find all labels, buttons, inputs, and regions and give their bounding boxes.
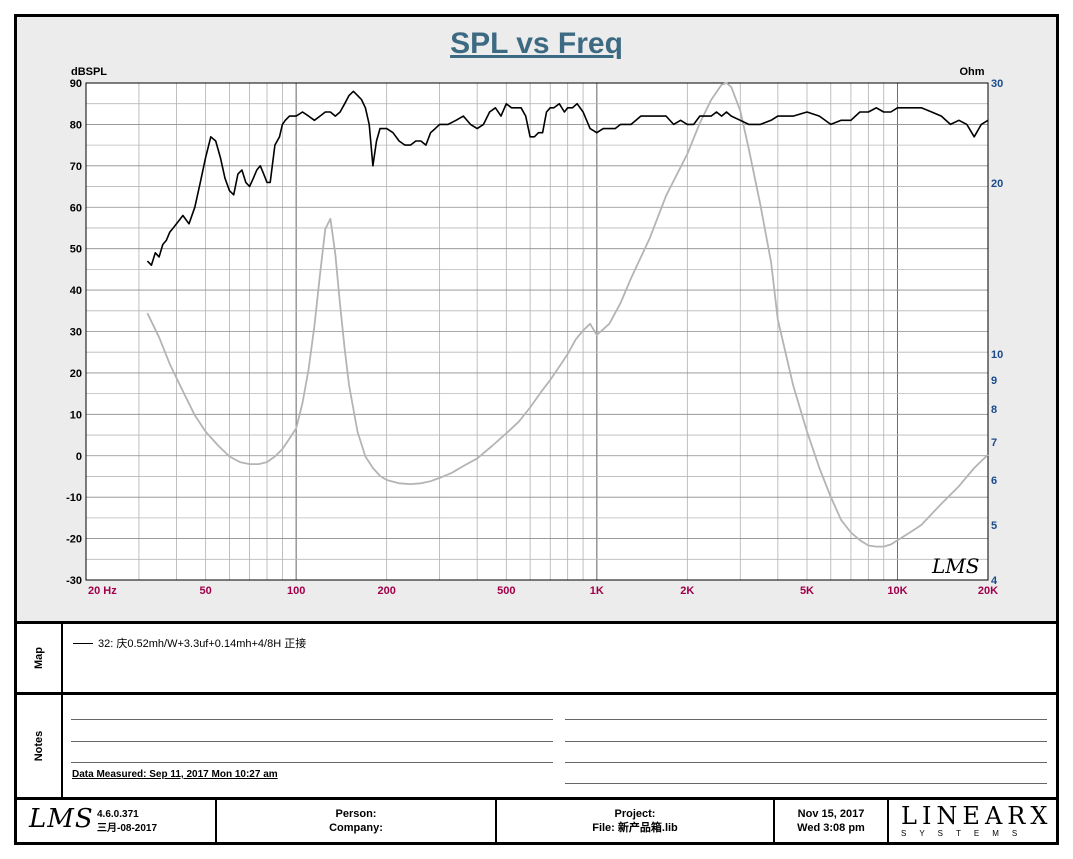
y-tick-label-right: 4 (991, 575, 998, 587)
spl-chart: 20 Hz 50 100 200 500 1K 2K 5K 10K 20K908070605040… (66, 66, 1003, 597)
spl-series-line (146, 90, 989, 266)
footer-project-cell: Project: File: 新产品箱.lib (497, 800, 775, 842)
x-tick-label: 20K (978, 585, 998, 597)
chart-title: SPL vs Freq (450, 27, 623, 60)
y-tick-label-left: 50 (70, 244, 82, 256)
chart-panel: SPL vs Freq 20 Hz 50 100 200 500 1K 2K 5K 10K 20K… (17, 17, 1056, 624)
map-label: Map (33, 647, 45, 669)
y-tick-label-left: -30 (66, 575, 82, 587)
y-tick-label-right: 5 (991, 520, 997, 532)
y-tick-label-left: 0 (76, 451, 82, 463)
date-label: Nov 15, 2017 (797, 808, 865, 820)
x-tick-label: 200 (377, 585, 395, 597)
y-axis-label-left: dBSPL (71, 66, 107, 78)
y-tick-label-left: 10 (70, 409, 82, 421)
data-measured-text: Data Measured: Sep 11, 2017 Mon 10:27 am (72, 769, 278, 780)
note-line (565, 783, 1047, 784)
x-tick-label: 50 (200, 585, 212, 597)
lms-watermark: LMS (931, 554, 979, 578)
person-label: Person: (335, 808, 377, 820)
plot-border (85, 82, 989, 581)
y-tick-label-left: 80 (70, 119, 82, 131)
y-tick-label-right: 30 (991, 78, 1003, 90)
y-tick-label-left: 30 (70, 327, 82, 339)
file-label: File: 新产品箱.lib (592, 822, 678, 834)
notes-panel: Notes Data Measured: Sep 11, 2017 Mon 10… (17, 695, 1056, 800)
note-line (565, 762, 1047, 763)
x-tick-label: 20 Hz (88, 585, 117, 597)
x-tick-label: 500 (497, 585, 515, 597)
note-line (71, 719, 553, 720)
x-tick-label: 100 (287, 585, 305, 597)
curve-legend-line (73, 642, 93, 644)
linearx-subtitle: SYSTEMS (901, 829, 1031, 838)
y-axis-label-right: Ohm (959, 66, 984, 78)
notes-side: Notes (17, 695, 63, 797)
y-tick-label-left: 60 (70, 202, 82, 214)
y-tick-label-right: 7 (991, 437, 997, 449)
note-line (71, 741, 553, 742)
y-tick-label-right: 6 (991, 475, 997, 487)
y-tick-label-left: 70 (70, 161, 82, 173)
company-label: Company: (329, 822, 383, 834)
x-tick-label: 1K (590, 585, 604, 597)
y-tick-label-right: 8 (991, 404, 997, 416)
y-tick-label-left: 90 (70, 78, 82, 90)
note-line (71, 762, 553, 763)
version-number: 4.6.0.371 (97, 809, 139, 820)
version-date: 三月-08-2017 (97, 823, 158, 834)
x-tick-label: 2K (680, 585, 694, 597)
report-frame: SPL vs Freq 20 Hz 50 100 200 500 1K 2K 5K 10K 20K… (14, 14, 1059, 845)
y-tick-label-left: -10 (66, 492, 82, 504)
lms-logo: LMS (29, 804, 94, 834)
footer: LMS 4.6.0.371 三月-08-2017 Person: Company… (17, 800, 1056, 842)
y-tick-label-left: 40 (70, 285, 82, 297)
linearx-logo: LINEARX (901, 802, 1053, 830)
footer-person-cell: Person: Company: (217, 800, 497, 842)
footer-date-cell: Nov 15, 2017 Wed 3:08 pm (775, 800, 889, 842)
map-panel: Map 32: 庆0.52mh/W+3.3uf+0.14mh+4/8H 正接 (17, 624, 1056, 695)
y-tick-label-right: 9 (991, 375, 997, 387)
note-line (565, 719, 1047, 720)
note-line (565, 741, 1047, 742)
y-tick-label-left: 20 (70, 368, 82, 380)
project-label: Project: (614, 808, 656, 820)
x-tick-label: 5K (800, 585, 814, 597)
y-tick-label-right: 10 (991, 349, 1003, 361)
map-entry: 32: 庆0.52mh/W+3.3uf+0.14mh+4/8H 正接 (73, 635, 306, 651)
x-tick-label: 10K (887, 585, 907, 597)
map-entry-text: 32: 庆0.52mh/W+3.3uf+0.14mh+4/8H 正接 (98, 638, 307, 650)
y-tick-label-right: 20 (991, 178, 1003, 190)
time-label: Wed 3:08 pm (797, 822, 865, 834)
impedance-series-line (146, 82, 989, 548)
footer-brand-cell: LINEARX SYSTEMS (889, 800, 1056, 842)
map-side: Map (17, 624, 63, 692)
y-tick-label-left: -20 (66, 534, 82, 546)
notes-label: Notes (33, 730, 45, 762)
footer-version-cell: LMS 4.6.0.371 三月-08-2017 (17, 800, 217, 842)
